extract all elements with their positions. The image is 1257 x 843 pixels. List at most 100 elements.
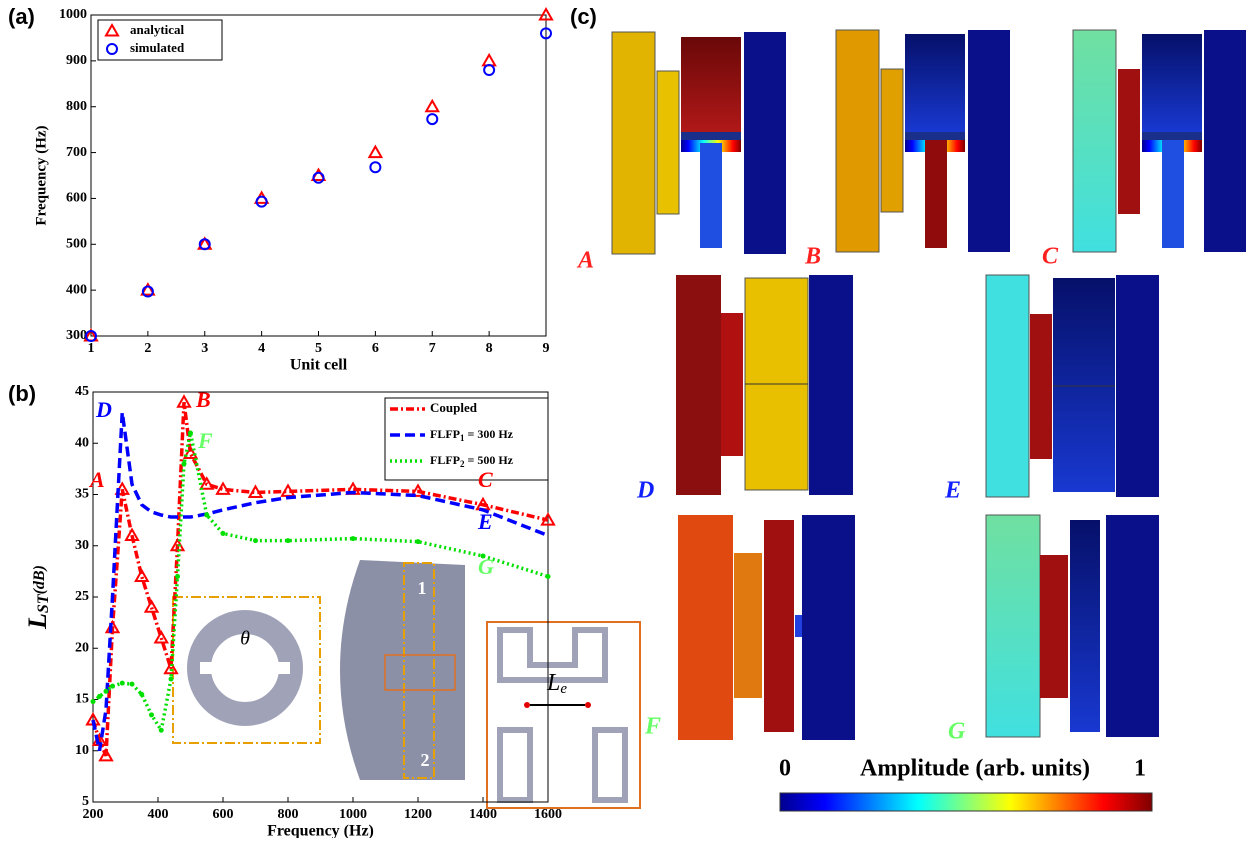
text-part: = 300 Hz xyxy=(465,427,514,441)
marker xyxy=(155,632,167,643)
y-axis-label: Frequency (Hz) xyxy=(33,125,49,225)
x-tick-label: 9 xyxy=(543,341,550,356)
marker xyxy=(146,601,158,612)
y-tick-label: 800 xyxy=(66,99,87,114)
marker xyxy=(426,101,438,112)
x-tick-label: 5 xyxy=(315,341,322,356)
marker xyxy=(182,461,187,466)
y-tick-label: 10 xyxy=(75,743,89,758)
point xyxy=(585,702,591,708)
x-tick-label: 2 xyxy=(144,341,151,356)
panel-label: (a) xyxy=(8,4,35,29)
legend-label: simulated xyxy=(130,40,185,55)
theta-label: θ xyxy=(240,628,250,650)
mode-shapes: A B C D E F G 0 Amplitude (arb. units) 1 xyxy=(576,30,1246,811)
mode-a xyxy=(612,32,786,254)
legend-label: FLFP1 = 300 Hz xyxy=(430,427,514,443)
marker xyxy=(483,55,495,65)
y-tick-label: 900 xyxy=(66,53,87,68)
annotation: F xyxy=(197,428,213,453)
x-tick-label: 600 xyxy=(213,807,234,822)
label-two: 2 xyxy=(421,750,430,770)
y-tick-label: 15 xyxy=(75,692,89,707)
marker xyxy=(314,173,324,183)
marker xyxy=(149,712,154,717)
text-part: (dB) xyxy=(31,565,48,594)
zoom-frame xyxy=(487,622,640,808)
y-tick-label: 35 xyxy=(75,487,89,502)
marker xyxy=(104,689,109,694)
marker xyxy=(253,538,258,543)
y-tick-label: 30 xyxy=(75,538,89,553)
figure: (a) (b) (c) θ 1 2 Le A B C D E F G 0 Amp… xyxy=(0,0,1257,838)
marker xyxy=(91,699,96,704)
marker xyxy=(221,531,226,536)
legend-label: analytical xyxy=(130,22,185,37)
x-tick-label: 800 xyxy=(278,807,299,822)
marker xyxy=(370,162,380,172)
x-tick-label: 3 xyxy=(201,341,208,356)
annotation: C xyxy=(478,467,493,492)
y-tick-label: 600 xyxy=(66,191,87,206)
annotation: B xyxy=(195,387,211,412)
annotation: A xyxy=(88,467,105,492)
annotation: D xyxy=(95,397,112,422)
marker xyxy=(484,65,494,75)
x-tick-label: 1600 xyxy=(534,807,562,822)
label-one: 1 xyxy=(418,578,427,598)
marker xyxy=(204,513,209,518)
x-tick-label: 1400 xyxy=(469,807,497,822)
text-part: L xyxy=(23,613,52,630)
marker xyxy=(110,684,115,689)
x-tick-label: 4 xyxy=(258,341,265,356)
marker xyxy=(169,677,174,682)
mode-f xyxy=(678,515,855,740)
legend-label: Coupled xyxy=(430,400,478,415)
figure-content: (a) (b) (c) θ 1 2 Le A B C D E F G 0 Amp… xyxy=(8,4,1246,838)
annotation: E xyxy=(477,509,493,534)
y-tick-label: 1000 xyxy=(59,7,87,22)
colorbar xyxy=(780,793,1152,811)
y-tick-label: 500 xyxy=(66,237,87,252)
y-tick-label: 700 xyxy=(66,145,87,160)
marker xyxy=(416,539,421,544)
x-tick-label: 1200 xyxy=(404,807,432,822)
x-tick-label: 1 xyxy=(88,341,95,356)
mode-label: G xyxy=(948,719,966,745)
mode-label: F xyxy=(644,714,661,740)
annotation: G xyxy=(478,554,494,579)
x-axis-label: Frequency (Hz) xyxy=(267,823,374,838)
y-tick-label: 40 xyxy=(75,435,89,450)
y-tick-label: 400 xyxy=(66,282,87,297)
marker xyxy=(175,574,180,579)
mode-label: B xyxy=(804,244,821,270)
marker xyxy=(139,692,144,697)
mode-label: D xyxy=(636,478,654,504)
x-tick-label: 1000 xyxy=(339,807,367,822)
x-tick-label: 8 xyxy=(486,341,493,356)
panel-label: (c) xyxy=(570,4,597,29)
text-sub: ST xyxy=(35,593,52,613)
y-tick-label: 20 xyxy=(75,640,89,655)
colorbar-min: 0 xyxy=(779,756,791,782)
marker xyxy=(286,538,291,543)
colorbar-title: Amplitude (arb. units) xyxy=(860,756,1090,782)
x-tick-label: 400 xyxy=(148,807,169,822)
mode-label: A xyxy=(576,248,594,274)
ring-cut xyxy=(200,662,290,674)
inset: θ 1 2 Le xyxy=(173,560,640,808)
text-part: FLFP xyxy=(430,453,460,467)
point xyxy=(524,702,530,708)
marker xyxy=(369,147,381,158)
x-tick-label: 200 xyxy=(83,807,104,822)
x-tick-label: 7 xyxy=(429,341,436,356)
marker xyxy=(120,681,125,686)
mode-c xyxy=(1073,30,1246,252)
marker xyxy=(188,431,193,436)
plot-frame xyxy=(91,15,546,336)
y-tick-label: 25 xyxy=(75,589,89,604)
mode-g xyxy=(986,515,1159,737)
marker xyxy=(97,694,102,699)
mode-label: E xyxy=(944,478,961,504)
marker xyxy=(136,571,148,582)
